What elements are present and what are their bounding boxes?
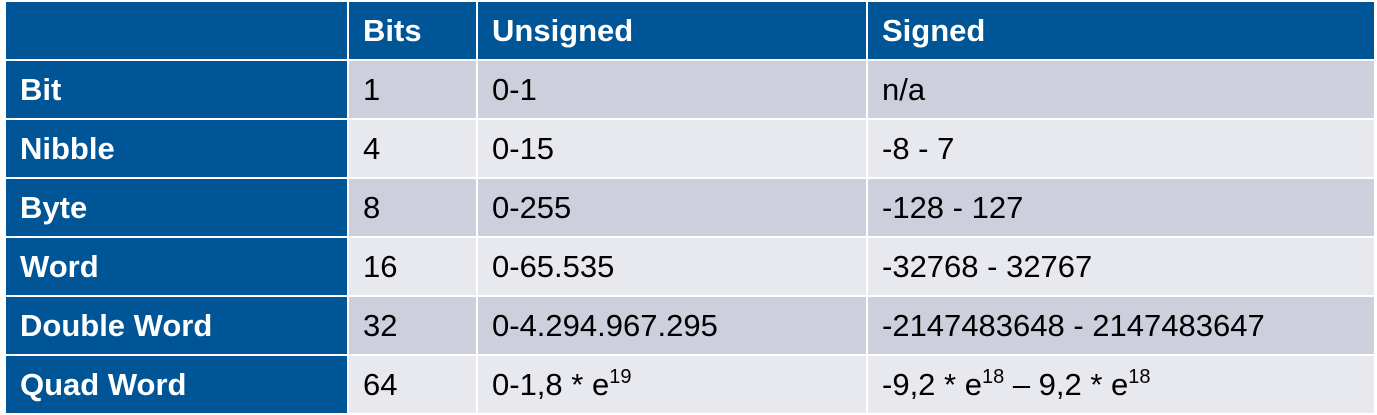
data-types-table: Bits Unsigned Signed Bit 1 0-1 n/a Nibbl… [4, 0, 1376, 415]
signed-exponent-a: 18 [981, 366, 1005, 388]
table-row: Byte 8 0-255 -128 - 127 [4, 177, 1376, 238]
signed-cell: -8 - 7 [866, 118, 1376, 179]
unsigned-cell: 0-255 [476, 177, 868, 238]
bits-cell: 1 [347, 59, 478, 120]
unsigned-value: 0-15 [492, 131, 555, 166]
signed-separator: – [1004, 367, 1039, 402]
bits-cell: 4 [347, 118, 478, 179]
table-header-row: Bits Unsigned Signed [4, 0, 1376, 61]
bits-cell: 32 [347, 295, 478, 356]
bits-cell: 8 [347, 177, 478, 238]
unsigned-cell: 0-1,8 * e19 [476, 354, 868, 415]
signed-value-a: -32768 - 32767 [882, 249, 1093, 284]
row-label-byte: Byte [4, 177, 349, 238]
signed-cell: -2147483648 - 2147483647 [866, 295, 1376, 356]
header-signed: Signed [866, 0, 1376, 61]
unsigned-exponent: 19 [609, 366, 632, 388]
bits-cell: 64 [347, 354, 478, 415]
row-label-word: Word [4, 236, 349, 297]
signed-value-b: 9,2 * e [1038, 367, 1129, 402]
signed-cell: n/a [866, 59, 1376, 120]
table-row: Nibble 4 0-15 -8 - 7 [4, 118, 1376, 179]
table-row: Double Word 32 0-4.294.967.295 -21474836… [4, 295, 1376, 356]
signed-cell: -128 - 127 [866, 177, 1376, 238]
signed-value-a: -9,2 * e [882, 367, 982, 402]
unsigned-value: 0-1,8 * e [492, 367, 610, 402]
unsigned-cell: 0-65.535 [476, 236, 868, 297]
unsigned-cell: 0-4.294.967.295 [476, 295, 868, 356]
signed-value-a: n/a [882, 72, 926, 107]
table-row: Bit 1 0-1 n/a [4, 59, 1376, 120]
header-bits: Bits [347, 0, 478, 61]
bits-cell: 16 [347, 236, 478, 297]
unsigned-value: 0-4.294.967.295 [492, 308, 718, 343]
signed-cell: -9,2 * e18 – 9,2 * e18 [866, 354, 1376, 415]
table-row: Word 16 0-65.535 -32768 - 32767 [4, 236, 1376, 297]
header-corner-cell [4, 0, 349, 61]
table-row: Quad Word 64 0-1,8 * e19 -9,2 * e18 – 9,… [4, 354, 1376, 415]
signed-value-a: -8 - 7 [882, 131, 955, 166]
data-types-table-container: Bits Unsigned Signed Bit 1 0-1 n/a Nibbl… [4, 0, 1376, 415]
signed-cell: -32768 - 32767 [866, 236, 1376, 297]
header-unsigned: Unsigned [476, 0, 868, 61]
unsigned-cell: 0-15 [476, 118, 868, 179]
unsigned-value: 0-65.535 [492, 249, 615, 284]
unsigned-value: 0-1 [492, 72, 537, 107]
unsigned-cell: 0-1 [476, 59, 868, 120]
signed-exponent-b: 18 [1128, 366, 1151, 388]
signed-value-a: -2147483648 - 2147483647 [882, 308, 1265, 343]
signed-value-a: -128 - 127 [882, 190, 1024, 225]
row-label-quad-word: Quad Word [4, 354, 349, 415]
row-label-nibble: Nibble [4, 118, 349, 179]
unsigned-value: 0-255 [492, 190, 572, 225]
row-label-double-word: Double Word [4, 295, 349, 356]
row-label-bit: Bit [4, 59, 349, 120]
